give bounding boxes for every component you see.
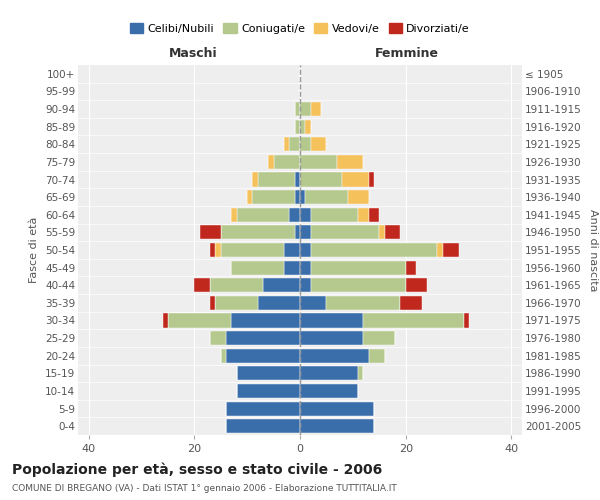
Text: Popolazione per età, sesso e stato civile - 2006: Popolazione per età, sesso e stato civil… — [12, 462, 382, 477]
Bar — [226, 331, 300, 345]
Bar — [300, 348, 369, 363]
Bar — [295, 226, 300, 239]
Text: Maschi: Maschi — [169, 46, 218, 60]
Text: Femmine: Femmine — [374, 46, 439, 60]
Bar — [326, 296, 400, 310]
Bar — [337, 155, 364, 169]
Bar — [300, 155, 337, 169]
Bar — [200, 226, 221, 239]
Bar — [300, 331, 364, 345]
Bar — [215, 243, 221, 257]
Bar — [284, 137, 289, 152]
Bar — [364, 331, 395, 345]
Bar — [369, 208, 379, 222]
Bar — [284, 260, 300, 274]
Bar — [284, 243, 300, 257]
Bar — [221, 348, 226, 363]
Bar — [300, 260, 311, 274]
Bar — [210, 278, 263, 292]
Bar — [231, 208, 236, 222]
Bar — [210, 296, 215, 310]
Bar — [311, 260, 406, 274]
Bar — [258, 172, 295, 186]
Bar — [311, 137, 326, 152]
Bar — [369, 172, 374, 186]
Bar — [305, 190, 347, 204]
Bar — [300, 296, 326, 310]
Bar — [215, 296, 258, 310]
Y-axis label: Anni di nascita: Anni di nascita — [588, 209, 598, 291]
Bar — [311, 102, 321, 116]
Bar — [342, 172, 369, 186]
Bar — [295, 172, 300, 186]
Bar — [300, 208, 311, 222]
Y-axis label: Fasce di età: Fasce di età — [29, 217, 40, 283]
Bar — [311, 208, 358, 222]
Bar — [300, 226, 311, 239]
Bar — [400, 296, 422, 310]
Bar — [226, 419, 300, 433]
Bar — [226, 348, 300, 363]
Bar — [347, 190, 369, 204]
Bar — [300, 402, 374, 415]
Bar — [194, 278, 210, 292]
Bar — [236, 208, 289, 222]
Bar — [258, 296, 300, 310]
Bar — [253, 172, 258, 186]
Bar — [443, 243, 458, 257]
Bar — [274, 155, 300, 169]
Bar — [300, 172, 342, 186]
Bar — [300, 314, 364, 328]
Bar — [300, 190, 305, 204]
Bar — [464, 314, 469, 328]
Bar — [300, 366, 358, 380]
Bar — [437, 243, 443, 257]
Bar — [210, 331, 226, 345]
Bar — [358, 366, 364, 380]
Text: COMUNE DI BREGANO (VA) - Dati ISTAT 1° gennaio 2006 - Elaborazione TUTTITALIA.IT: COMUNE DI BREGANO (VA) - Dati ISTAT 1° g… — [12, 484, 397, 493]
Bar — [231, 260, 284, 274]
Bar — [168, 314, 231, 328]
Bar — [236, 366, 300, 380]
Bar — [263, 278, 300, 292]
Bar — [295, 102, 300, 116]
Bar — [247, 190, 253, 204]
Bar — [300, 384, 358, 398]
Bar — [221, 243, 284, 257]
Bar — [226, 402, 300, 415]
Bar — [311, 226, 379, 239]
Bar — [163, 314, 168, 328]
Bar — [300, 120, 305, 134]
Bar — [364, 314, 464, 328]
Bar — [300, 278, 311, 292]
Bar — [253, 190, 295, 204]
Bar — [231, 314, 300, 328]
Bar — [289, 137, 300, 152]
Bar — [210, 243, 215, 257]
Bar — [295, 120, 300, 134]
Bar — [311, 278, 406, 292]
Bar — [406, 278, 427, 292]
Bar — [369, 348, 385, 363]
Bar — [300, 102, 311, 116]
Bar — [358, 208, 369, 222]
Bar — [305, 120, 311, 134]
Bar — [295, 190, 300, 204]
Bar — [385, 226, 400, 239]
Bar — [221, 226, 295, 239]
Bar — [311, 243, 437, 257]
Bar — [300, 419, 374, 433]
Bar — [406, 260, 416, 274]
Bar — [289, 208, 300, 222]
Bar — [300, 243, 311, 257]
Bar — [379, 226, 385, 239]
Legend: Celibi/Nubili, Coniugati/e, Vedovi/e, Divorziati/e: Celibi/Nubili, Coniugati/e, Vedovi/e, Di… — [125, 19, 475, 38]
Bar — [236, 384, 300, 398]
Bar — [300, 137, 311, 152]
Bar — [268, 155, 274, 169]
